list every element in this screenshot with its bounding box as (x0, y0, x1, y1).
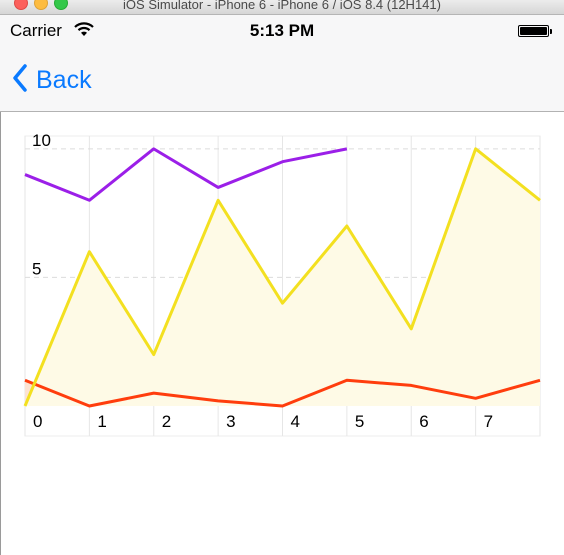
x-tick-label: 6 (419, 412, 428, 431)
x-tick-label: 5 (355, 412, 364, 431)
maximize-window-button[interactable] (54, 0, 68, 10)
close-window-button[interactable] (14, 0, 28, 10)
content-left-border (0, 112, 1, 555)
y-tick-label: 10 (32, 131, 51, 150)
series-2-line (23, 147, 541, 407)
navigation-bar: Carrier 5:13 PM Back (0, 15, 564, 112)
x-tick-label: 0 (33, 412, 42, 431)
series-2-area (25, 148, 540, 406)
line-area-chart: 0 1 2 3 4 5 6 7 5 10 (23, 131, 541, 437)
x-tick-label: 1 (97, 412, 106, 431)
back-button[interactable]: Back (12, 63, 92, 97)
back-label: Back (36, 65, 92, 94)
chevron-left-icon (12, 63, 28, 97)
x-tick-label: 2 (162, 412, 171, 431)
status-time: 5:13 PM (249, 21, 315, 40)
series-3-line (24, 378, 541, 408)
x-tick-label: 7 (484, 412, 493, 431)
series-1-line (24, 147, 348, 202)
y-tick-label: 5 (32, 259, 41, 278)
simulator-title-bar: iOS Simulator - iPhone 6 - iPhone 6 / iO… (0, 0, 564, 15)
x-tick-label: 4 (291, 412, 300, 431)
carrier-label: Carrier (10, 21, 62, 40)
wifi-icon (74, 21, 94, 42)
battery-icon (518, 25, 552, 37)
x-tick-label: 3 (226, 412, 235, 431)
window-title: iOS Simulator - iPhone 6 - iPhone 6 / iO… (123, 0, 441, 12)
minimize-window-button[interactable] (34, 0, 48, 10)
